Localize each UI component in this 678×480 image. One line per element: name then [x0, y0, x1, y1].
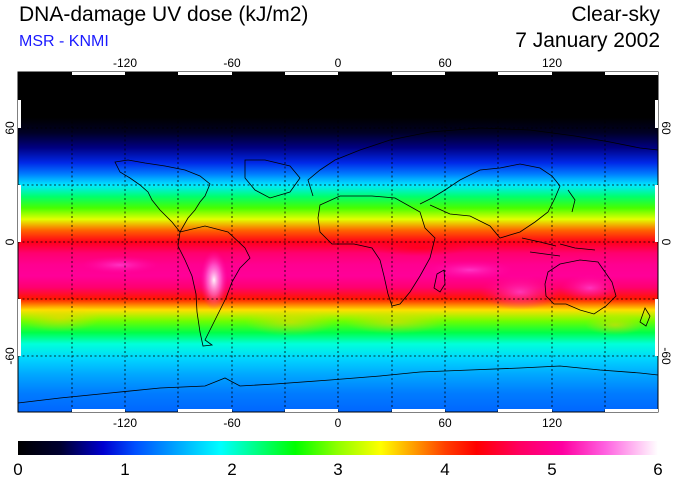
lat-tick-left: 0	[3, 238, 17, 245]
lat-tick-left: 60	[3, 121, 17, 135]
map-frame	[17, 71, 659, 413]
colorbar-label: 3	[333, 460, 342, 479]
lon-tick-bottom: 120	[542, 416, 562, 430]
source-label: MSR - KNMI	[19, 33, 109, 50]
lon-tick-top: 60	[438, 56, 452, 70]
dose-field	[18, 72, 658, 412]
colorbar-label: 1	[120, 460, 129, 479]
lon-tick-bottom: -60	[223, 416, 241, 430]
lon-tick-bottom: -120	[113, 416, 137, 430]
coastlines	[18, 127, 658, 404]
colorbar-label: 2	[227, 460, 236, 479]
colorbar-label: 5	[547, 460, 556, 479]
lon-tick-top: -120	[113, 56, 137, 70]
lon-tick-bottom: 0	[335, 416, 342, 430]
lat-tick-right: 0	[659, 239, 673, 246]
sky-condition-label: Clear-sky	[571, 3, 660, 26]
lon-tick-top: 120	[542, 56, 562, 70]
lat-tick-right: 60	[659, 121, 673, 135]
lon-tick-top: -60	[223, 56, 241, 70]
graticule	[18, 72, 658, 412]
date-label: 7 January 2002	[515, 29, 660, 52]
lon-tick-top: 0	[335, 56, 342, 70]
lat-tick-right: -60	[659, 347, 673, 365]
lat-tick-left: -60	[3, 347, 17, 365]
lon-tick-bottom: 60	[438, 416, 452, 430]
colorbar-label: 6	[653, 460, 662, 479]
colorbar-label: 0	[13, 460, 22, 479]
map-title: DNA-damage UV dose (kJ/m2)	[19, 3, 309, 26]
colorbar-label: 4	[440, 460, 449, 479]
colorbar	[18, 441, 658, 455]
